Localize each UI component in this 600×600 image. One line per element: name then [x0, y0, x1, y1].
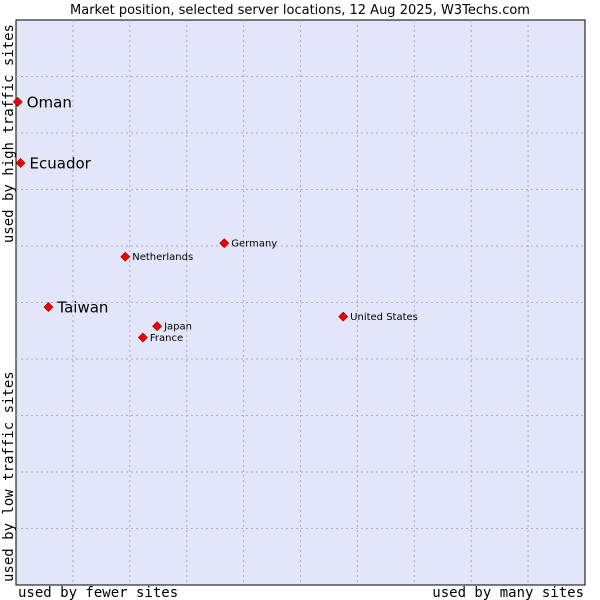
grid-lines [16, 20, 585, 585]
point-label-netherlands: Netherlands [132, 252, 193, 263]
point-united-states [338, 311, 349, 322]
point-france [137, 332, 148, 343]
point-ecuador [15, 158, 26, 168]
chart-title: Market position, selected server locatio… [70, 3, 530, 18]
point-label-ecuador: Ecuador [30, 154, 92, 172]
point-label-taiwan: Taiwan [56, 299, 108, 317]
y-axis-label-bottom: used by low traffic sites [1, 371, 17, 582]
x-axis-label-left: used by fewer sites [18, 585, 178, 600]
point-label-united-states: United States [350, 312, 418, 323]
point-taiwan [43, 302, 54, 312]
point-label-oman: Oman [27, 93, 72, 111]
point-label-germany: Germany [231, 239, 277, 250]
x-axis-label-right: used by many sites [432, 585, 584, 600]
point-label-france: France [150, 333, 183, 344]
data-points: Oman Ecuador Germany Netherlands Taiwan Unite… [12, 93, 418, 344]
point-label-japan: Japan [163, 322, 192, 333]
point-japan [152, 321, 163, 332]
point-oman [12, 97, 23, 107]
point-netherlands [120, 251, 131, 262]
point-germany [219, 238, 230, 249]
y-axis-label-top: used by high traffic sites [1, 24, 17, 243]
